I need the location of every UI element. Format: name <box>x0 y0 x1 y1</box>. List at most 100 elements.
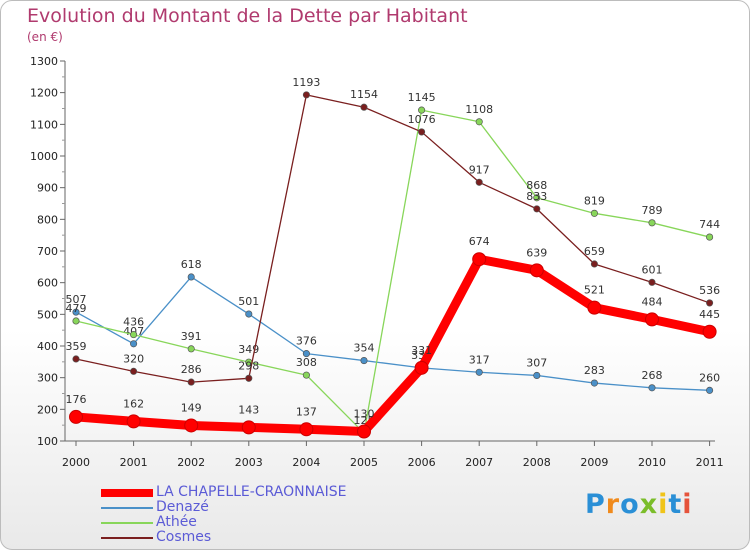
data-point <box>590 209 598 217</box>
data-point <box>187 273 195 281</box>
series-line-1 <box>75 276 711 391</box>
data-label: 149 <box>181 401 202 414</box>
brand-logo-letter: o <box>620 489 640 520</box>
data-point <box>302 91 310 99</box>
data-label: 833 <box>526 190 547 203</box>
data-label: 744 <box>699 218 720 231</box>
data-point <box>648 219 656 227</box>
legend-label: Cosmes <box>156 529 212 545</box>
data-point <box>533 194 541 202</box>
data-point <box>472 252 487 267</box>
data-label: 536 <box>699 284 720 297</box>
data-label: 445 <box>699 308 720 321</box>
series-line-2 <box>75 109 711 434</box>
brand-logo-letter: t <box>668 489 683 520</box>
data-point <box>130 340 138 348</box>
data-label: 601 <box>642 263 663 276</box>
data-point <box>302 350 310 358</box>
brand-logo-letter: i <box>658 489 669 520</box>
data-point <box>475 118 483 126</box>
data-label: 484 <box>642 295 663 308</box>
y-tick-label: 1000 <box>30 150 58 163</box>
y-tick-label: 400 <box>37 340 58 353</box>
x-tick-label: 2000 <box>62 456 90 469</box>
brand-logo: Proxiti <box>585 489 693 520</box>
data-label: 143 <box>238 403 259 416</box>
data-point <box>475 178 483 186</box>
x-tick-label: 2001 <box>120 456 148 469</box>
data-label: 1193 <box>292 76 320 89</box>
data-label: 331 <box>411 344 432 357</box>
data-point <box>130 367 138 375</box>
data-label: 1108 <box>465 103 493 116</box>
data-point <box>245 374 253 382</box>
data-point <box>533 205 541 213</box>
data-label: 479 <box>66 302 87 315</box>
data-label: 917 <box>469 163 490 176</box>
data-point <box>126 414 141 429</box>
y-tick-label: 800 <box>37 213 58 226</box>
y-tick-label: 300 <box>37 372 58 385</box>
y-tick-label: 100 <box>37 435 58 448</box>
data-label: 308 <box>296 356 317 369</box>
brand-logo-letter: i <box>682 489 693 520</box>
data-point <box>648 384 656 392</box>
data-point <box>648 278 656 286</box>
data-point <box>590 379 598 387</box>
data-label: 359 <box>66 340 87 353</box>
data-label: 286 <box>181 363 202 376</box>
data-label: 501 <box>238 295 259 308</box>
data-label: 618 <box>181 258 202 271</box>
data-label: 868 <box>526 179 547 192</box>
data-label: 507 <box>66 293 87 306</box>
brand-logo-letter: P <box>585 489 606 520</box>
data-point <box>72 308 80 316</box>
data-label: 639 <box>526 246 547 259</box>
data-point <box>299 422 314 437</box>
data-label: 320 <box>123 352 144 365</box>
data-label: 1154 <box>350 88 378 101</box>
series-line-0 <box>71 254 715 436</box>
x-tick-label: 2008 <box>523 456 551 469</box>
data-label: 137 <box>296 405 317 418</box>
data-point <box>187 345 195 353</box>
data-label: 1145 <box>408 91 436 104</box>
y-tick-label: 1200 <box>30 87 58 100</box>
data-point <box>587 300 602 315</box>
x-tick-label: 2010 <box>638 456 666 469</box>
data-point <box>69 409 83 424</box>
data-label: 674 <box>469 235 490 248</box>
y-tick-label: 200 <box>37 403 58 416</box>
x-tick-label: 2002 <box>177 456 205 469</box>
data-label: 176 <box>66 393 87 406</box>
data-point <box>360 357 368 365</box>
data-label: 162 <box>123 397 144 410</box>
data-point <box>702 324 717 339</box>
y-tick-label: 500 <box>37 308 58 321</box>
data-label: 1076 <box>408 113 436 126</box>
data-point <box>72 317 80 325</box>
legend-label: Athée <box>156 514 197 530</box>
data-point <box>706 233 714 241</box>
data-point <box>357 424 371 439</box>
data-label: 521 <box>584 284 605 297</box>
series-line-3 <box>75 94 711 383</box>
x-tick-label: 2007 <box>465 456 493 469</box>
data-point <box>706 299 714 307</box>
x-tick-label: 2003 <box>235 456 263 469</box>
data-label: 260 <box>699 371 720 384</box>
legend-label: LA CHAPELLE-CRAONNAISE <box>156 484 347 500</box>
data-point <box>418 106 426 114</box>
data-label: 376 <box>296 335 317 348</box>
data-point <box>706 386 714 394</box>
data-point <box>645 312 659 327</box>
data-label: 819 <box>584 194 605 207</box>
data-label: 307 <box>526 356 547 369</box>
legend-label: Denazé <box>156 499 209 515</box>
data-label: 659 <box>584 245 605 258</box>
data-point <box>475 368 483 376</box>
chart-subtitle: (en €) <box>27 30 63 44</box>
y-tick-label: 1300 <box>30 55 58 68</box>
